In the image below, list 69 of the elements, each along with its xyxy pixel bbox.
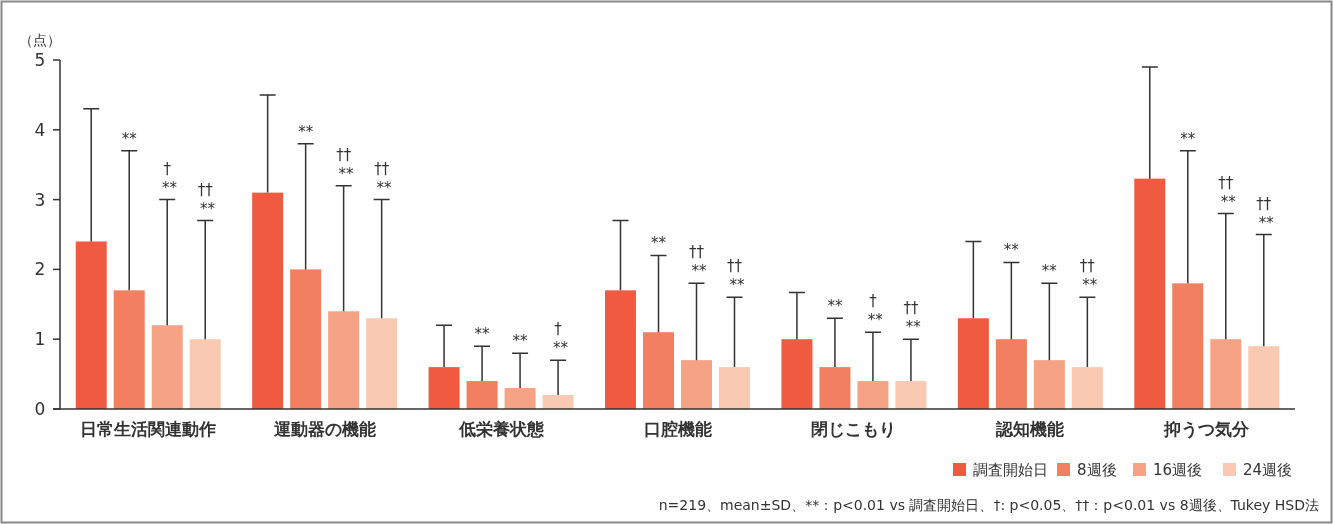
y-tick-label: 1 bbox=[34, 329, 46, 350]
bar bbox=[189, 339, 221, 409]
legend-label: 16週後 bbox=[1153, 461, 1203, 479]
x-tick-label: 低栄養状態 bbox=[457, 419, 545, 439]
bar bbox=[151, 325, 183, 409]
x-tick-label: 口腔機能 bbox=[643, 419, 712, 439]
bar bbox=[113, 290, 145, 409]
annotation: ** bbox=[474, 325, 491, 344]
annotation: †† ** bbox=[724, 257, 745, 295]
annotation: †† ** bbox=[686, 243, 707, 281]
y-tick-label: 4 bbox=[34, 119, 46, 140]
bar bbox=[719, 367, 750, 409]
x-tick-label: 抑うつ気分 bbox=[1163, 419, 1251, 439]
bar bbox=[957, 318, 989, 409]
annotation: ** bbox=[1003, 241, 1020, 260]
bar bbox=[681, 360, 712, 409]
bar bbox=[290, 269, 322, 409]
annotation: ** bbox=[121, 129, 138, 148]
annotation: † ** bbox=[157, 159, 178, 197]
annotation: ** bbox=[298, 122, 314, 141]
legend-label: 8週後 bbox=[1077, 461, 1117, 479]
bar bbox=[781, 339, 813, 409]
bar bbox=[605, 290, 636, 409]
y-tick-label: 0 bbox=[34, 399, 46, 419]
bar bbox=[328, 311, 360, 409]
text: n=219、mean±SD、**：p<0.01 vs 調査開始日、†: p<0.05、††：p<0.01 vs 8週後、Tukey HSD法 bbox=[658, 497, 1319, 513]
annotation: † ** bbox=[548, 320, 569, 358]
bar bbox=[366, 318, 398, 409]
annotation: † ** bbox=[863, 292, 884, 330]
annotation: †† ** bbox=[1215, 173, 1237, 211]
x-tick-label: 閉じこもり bbox=[811, 419, 897, 439]
bar bbox=[1071, 367, 1103, 409]
bar bbox=[895, 381, 927, 409]
bar bbox=[1033, 360, 1065, 409]
bar bbox=[466, 381, 498, 409]
y-tick-label: 3 bbox=[34, 189, 46, 210]
annotation: †† ** bbox=[371, 159, 393, 197]
bar bbox=[857, 381, 889, 409]
x-tick-label: 認知機能 bbox=[995, 419, 1065, 439]
bar bbox=[1172, 283, 1204, 409]
annotation: ** bbox=[512, 332, 529, 351]
annotation: †† ** bbox=[1077, 257, 1098, 295]
legend-label: 調査開始日 bbox=[973, 461, 1048, 479]
annotation: ** bbox=[1180, 129, 1196, 148]
bar bbox=[75, 241, 107, 409]
annotation: †† ** bbox=[901, 299, 922, 337]
x-tick-label: 日常生活関連動作 bbox=[80, 419, 217, 439]
x-tick-label: 運動器の機能 bbox=[272, 419, 376, 439]
annotation: ** bbox=[1041, 262, 1058, 281]
bar bbox=[252, 192, 284, 409]
bar bbox=[1248, 346, 1280, 409]
bar bbox=[643, 332, 674, 409]
legend-label: 24週後 bbox=[1243, 461, 1293, 479]
bar bbox=[1210, 339, 1242, 409]
annotation: ** bbox=[827, 297, 843, 316]
bar bbox=[995, 339, 1027, 409]
bar bbox=[819, 367, 851, 409]
annotation: †† ** bbox=[333, 145, 355, 183]
bar bbox=[1134, 178, 1166, 409]
plot: 0 1 2 3 4 5 ** ** ** ** ** ** ** † ** †† ** ** †† ** † ** ** †† ** †† ** †† ** † ** †† ** †† ** †† ** †† ** 日常生活関連動作 運動器の機能 低栄養状態 口腔機能 閉じこもり 認知機能 抑うつ気分 bbox=[34, 50, 1296, 439]
annotation: †† ** bbox=[1253, 194, 1275, 232]
y-axis-title: （点） bbox=[19, 32, 61, 48]
y-tick-label: 5 bbox=[34, 50, 46, 70]
annotation: †† ** bbox=[195, 180, 216, 218]
bar bbox=[428, 367, 460, 409]
y-tick-label: 2 bbox=[34, 259, 46, 280]
bar bbox=[504, 388, 536, 409]
bar bbox=[542, 395, 574, 409]
annotation: ** bbox=[651, 234, 667, 253]
